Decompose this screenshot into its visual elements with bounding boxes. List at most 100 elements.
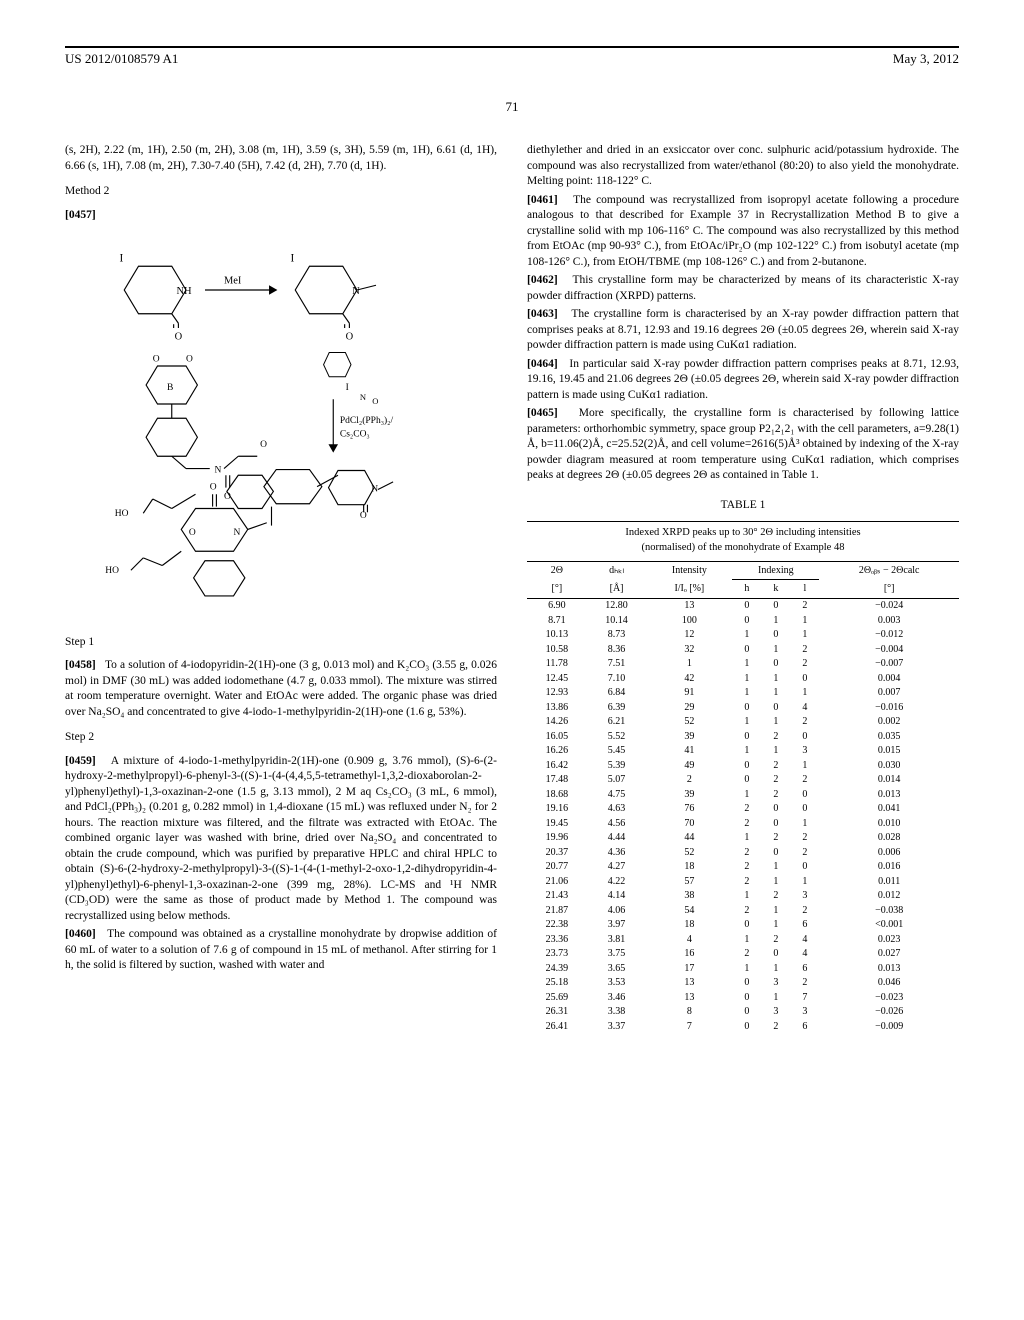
table-cell: 6.84 — [587, 686, 647, 701]
table-cell: 2 — [761, 758, 790, 773]
xrpd-table: 2Θ dₕₖₗ Intensity Indexing 2Θₒᵦₛ − 2Θcal… — [527, 561, 959, 1034]
table-cell: 0.006 — [819, 845, 959, 860]
table-cell: 0.013 — [819, 787, 959, 802]
table-cell: 4 — [790, 947, 819, 962]
table-cell: 10.13 — [527, 628, 587, 643]
table-cell: 4.27 — [587, 860, 647, 875]
para-number-0458: [0458] — [65, 659, 96, 671]
table-row: 19.164.63762000.041 — [527, 802, 959, 817]
table-cell: 2 — [761, 831, 790, 846]
table-cell: −0.012 — [819, 628, 959, 643]
table-row: 6.9012.8013002−0.024 — [527, 598, 959, 613]
table-row: 14.266.21521120.002 — [527, 715, 959, 730]
table-cell: 7 — [646, 1019, 732, 1034]
svg-text:I: I — [291, 253, 295, 265]
para-number-0460: [0460] — [65, 928, 96, 940]
table-cell: 0 — [790, 802, 819, 817]
table-cell: 0 — [732, 1005, 761, 1020]
svg-text:O: O — [210, 483, 217, 493]
th-intensity: Intensity — [646, 561, 732, 580]
para-0463-text: The crystalline form is characterised by… — [527, 308, 959, 351]
table-cell: 25.18 — [527, 976, 587, 991]
table-cell: 3.46 — [587, 990, 647, 1005]
table-cell: 2 — [790, 657, 819, 672]
table-cell: 0.002 — [819, 715, 959, 730]
svg-text:O: O — [153, 354, 160, 364]
table-cell: 1 — [732, 889, 761, 904]
table-cell: −0.023 — [819, 990, 959, 1005]
table-cell: 2 — [790, 773, 819, 788]
para-0458-text: To a solution of 4-iodopyridin-2(1H)-one… — [65, 659, 497, 718]
table-cell: 6 — [790, 1019, 819, 1034]
table-cell: 0.028 — [819, 831, 959, 846]
table-row: 24.393.65171160.013 — [527, 961, 959, 976]
table-row: 23.363.8141240.023 — [527, 932, 959, 947]
table-cell: 1 — [732, 628, 761, 643]
table-cell: 0 — [790, 787, 819, 802]
svg-text:O: O — [260, 440, 267, 450]
para-0461: [0461] The compound was recrystallized f… — [527, 193, 959, 271]
table-cell: 12.80 — [587, 598, 647, 613]
table-cell: 1 — [790, 686, 819, 701]
table-cell: 3 — [790, 889, 819, 904]
table-cell: −0.016 — [819, 700, 959, 715]
table-cell: 39 — [646, 729, 732, 744]
th-dhkl: dₕₖₗ — [587, 561, 647, 580]
cs2co3-label: Cs₂CO₃ — [340, 429, 370, 439]
table-cell: 91 — [646, 686, 732, 701]
table-cell: 0.004 — [819, 671, 959, 686]
para-0465-text: More specifically, the crystalline form … — [527, 407, 959, 481]
table-row: 13.866.3929004−0.016 — [527, 700, 959, 715]
table-cell: 1 — [790, 613, 819, 628]
table-cell: 0.023 — [819, 932, 959, 947]
table-cell: 1 — [646, 657, 732, 672]
table-cell: 18 — [646, 918, 732, 933]
method-2-heading: Method 2 — [65, 184, 497, 200]
table-cell: 1 — [761, 642, 790, 657]
left-column: (s, 2H), 2.22 (m, 1H), 2.50 (m, 2H), 3.0… — [65, 143, 497, 1034]
table-cell: 5.07 — [587, 773, 647, 788]
table-row: 18.684.75391200.013 — [527, 787, 959, 802]
para-0457: [0457] — [65, 208, 497, 224]
table-cell: 0 — [761, 657, 790, 672]
th-k: k — [761, 580, 790, 599]
publication-date: May 3, 2012 — [893, 50, 959, 68]
table-cell: 2 — [790, 715, 819, 730]
table-cell: 5.45 — [587, 744, 647, 759]
table-cell: 1 — [732, 657, 761, 672]
table-row: 16.425.39490210.030 — [527, 758, 959, 773]
para-number-0463: [0463] — [527, 308, 558, 320]
table-cell: 42 — [646, 671, 732, 686]
table-cell: 1 — [732, 715, 761, 730]
table-cell: 3.38 — [587, 1005, 647, 1020]
para-0462-text: This crystalline form may be characteriz… — [527, 274, 959, 302]
para-number-0461: [0461] — [527, 194, 558, 206]
table-cell: 0 — [790, 671, 819, 686]
table-cell: 1 — [732, 961, 761, 976]
table-caption: TABLE 1 — [527, 498, 959, 514]
table-cell: 2 — [761, 889, 790, 904]
table-cell: 5.52 — [587, 729, 647, 744]
table-cell: 3.65 — [587, 961, 647, 976]
table-cell: 1 — [761, 613, 790, 628]
table-cell: 3 — [790, 1005, 819, 1020]
table-cell: 4 — [790, 932, 819, 947]
table-cell: 0 — [761, 802, 790, 817]
table-cell: 13.86 — [527, 700, 587, 715]
table-cell: 4.63 — [587, 802, 647, 817]
table-row: 10.588.3632012−0.004 — [527, 642, 959, 657]
svg-text:O: O — [175, 332, 183, 343]
table-body: 6.9012.8013002−0.0248.7110.141000110.003… — [527, 598, 959, 1034]
table-cell: 2 — [761, 787, 790, 802]
table-cell: 1 — [790, 816, 819, 831]
para-number-0462: [0462] — [527, 274, 558, 286]
table-cell: 17.48 — [527, 773, 587, 788]
table-cell: 13 — [646, 598, 732, 613]
table-cell: 2 — [646, 773, 732, 788]
table-cell: 25.69 — [527, 990, 587, 1005]
svg-text:N: N — [360, 392, 366, 402]
svg-text:O: O — [360, 511, 367, 521]
table-header-row-1: 2Θ dₕₖₗ Intensity Indexing 2Θₒᵦₛ − 2Θcal… — [527, 561, 959, 580]
table-cell: 18.68 — [527, 787, 587, 802]
svg-text:O: O — [372, 396, 378, 406]
